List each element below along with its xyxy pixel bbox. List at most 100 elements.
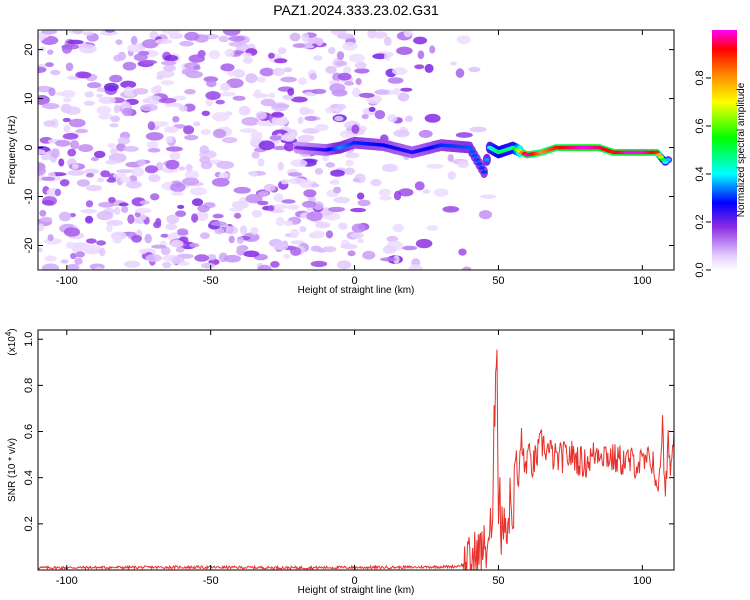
noise-cell bbox=[251, 209, 263, 218]
noise-cell bbox=[224, 48, 235, 58]
noise-cell bbox=[169, 32, 184, 40]
noise-cell bbox=[114, 207, 121, 215]
noise-cell bbox=[396, 46, 413, 55]
noise-cell bbox=[67, 170, 85, 176]
noise-cell bbox=[268, 92, 276, 99]
noise-cell bbox=[69, 213, 76, 218]
noise-cell bbox=[100, 170, 111, 178]
noise-cell bbox=[402, 245, 418, 251]
noise-cell bbox=[329, 179, 340, 185]
noise-cell bbox=[238, 197, 248, 203]
noise-cell bbox=[447, 171, 456, 180]
noise-cell bbox=[62, 97, 72, 103]
noise-cell bbox=[188, 54, 205, 63]
noise-cell bbox=[333, 186, 342, 194]
x-tick-label: 0 bbox=[351, 275, 357, 287]
noise-cell bbox=[208, 50, 221, 60]
noise-cell bbox=[131, 234, 143, 243]
noise-cell bbox=[150, 193, 160, 201]
noise-cell bbox=[403, 30, 412, 38]
noise-cell bbox=[254, 89, 262, 99]
noise-cell bbox=[132, 88, 149, 95]
noise-cell bbox=[54, 188, 62, 197]
noise-cell bbox=[310, 260, 328, 268]
noise-cell bbox=[160, 233, 169, 238]
noise-cell bbox=[144, 233, 152, 244]
noise-cell bbox=[142, 39, 159, 49]
noise-cell bbox=[231, 200, 249, 210]
spectrogram-xlabel: Height of straight line (km) bbox=[298, 285, 415, 296]
noise-cell bbox=[75, 128, 88, 134]
noise-cell bbox=[200, 129, 212, 135]
noise-cell bbox=[139, 200, 150, 205]
noise-cell bbox=[153, 221, 162, 229]
noise-cell bbox=[414, 64, 425, 70]
noise-cell bbox=[199, 145, 210, 155]
noise-cell bbox=[245, 194, 263, 204]
noise-cell bbox=[98, 113, 113, 120]
noise-cell bbox=[90, 156, 99, 162]
noise-cell bbox=[62, 117, 71, 123]
noise-cell bbox=[38, 247, 43, 253]
y-tick-label: 0.4 bbox=[23, 470, 35, 485]
noise-cell bbox=[225, 226, 239, 235]
x-tick-label: -50 bbox=[203, 275, 219, 287]
noise-cell bbox=[207, 254, 217, 261]
noise-cell bbox=[392, 67, 408, 75]
noise-cell bbox=[328, 47, 336, 55]
noise-cell bbox=[205, 98, 214, 107]
noise-cell bbox=[106, 178, 117, 183]
noise-cell bbox=[337, 33, 355, 40]
noise-cell bbox=[222, 137, 238, 144]
noise-cell bbox=[105, 30, 115, 33]
noise-cell bbox=[343, 66, 352, 74]
noise-cell bbox=[220, 63, 235, 72]
noise-cell bbox=[299, 106, 310, 116]
noise-cell bbox=[69, 118, 86, 128]
noise-cell bbox=[381, 163, 399, 173]
snr-panel: -100 -50 0 50 100 0.2 0.4 0.6 0.8 1.0 Height of … bbox=[4, 328, 675, 596]
noise-cell bbox=[458, 248, 467, 256]
noise-cell bbox=[85, 215, 94, 224]
noise-cell bbox=[214, 227, 225, 235]
noise-cell bbox=[334, 115, 344, 122]
noise-cell bbox=[155, 38, 173, 45]
noise-cell bbox=[124, 91, 136, 98]
noise-cell bbox=[469, 126, 487, 133]
noise-cell bbox=[165, 146, 183, 152]
noise-cell bbox=[270, 261, 280, 268]
noise-cell bbox=[314, 124, 329, 132]
noise-cell bbox=[41, 176, 56, 181]
noise-cell bbox=[356, 192, 365, 200]
signal-cell bbox=[466, 145, 473, 150]
noise-cell bbox=[277, 47, 287, 55]
noise-cell bbox=[66, 263, 80, 270]
noise-cell bbox=[297, 77, 308, 85]
noise-cell bbox=[303, 189, 317, 198]
spectrogram-frame bbox=[37, 29, 675, 271]
noise-cell bbox=[164, 103, 171, 108]
noise-cell bbox=[417, 50, 425, 60]
noise-cell bbox=[239, 225, 248, 236]
noise-cell bbox=[287, 88, 295, 96]
noise-cell bbox=[387, 77, 404, 84]
noise-cell bbox=[277, 161, 284, 171]
y-tick-label: -20 bbox=[23, 238, 35, 254]
noise-cell bbox=[85, 200, 94, 208]
noise-cell bbox=[136, 159, 147, 167]
noise-cell bbox=[38, 95, 50, 105]
noise-cell bbox=[256, 76, 267, 83]
noise-cell bbox=[347, 250, 356, 257]
noise-cell bbox=[184, 89, 196, 95]
noise-cell bbox=[189, 243, 200, 248]
noise-cell bbox=[172, 116, 180, 123]
noise-cell bbox=[283, 220, 293, 227]
noise-cell bbox=[257, 158, 265, 167]
noise-cell bbox=[257, 264, 272, 270]
noise-cell bbox=[329, 83, 346, 93]
noise-cell bbox=[250, 227, 259, 236]
signal-cell bbox=[476, 162, 483, 166]
noise-cell bbox=[201, 110, 210, 117]
x-tick-label: -100 bbox=[56, 275, 78, 287]
y-tick-label: 0.8 bbox=[23, 378, 35, 393]
